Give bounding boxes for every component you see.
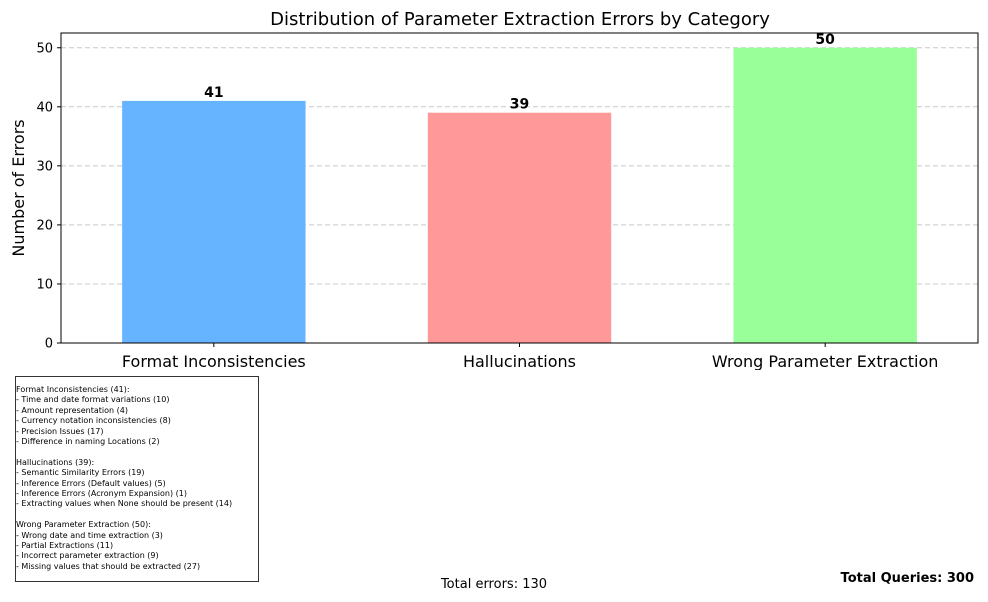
total-queries: Total Queries: 300 xyxy=(840,571,974,586)
breakdown-item: - Amount representation (4) xyxy=(16,405,128,415)
y-tick-label: 40 xyxy=(36,100,53,115)
y-tick-label: 10 xyxy=(36,277,53,292)
breakdown-item: - Incorrect parameter extraction (9) xyxy=(16,551,159,561)
x-tick-label: Format Inconsistencies xyxy=(122,352,306,370)
total-errors: Total errors: 130 xyxy=(440,577,548,592)
bar-chart: Distribution of Parameter Extraction Err… xyxy=(9,9,979,370)
y-tick-label: 30 xyxy=(36,159,53,174)
bar xyxy=(122,100,306,344)
x-tick-label: Wrong Parameter Extraction xyxy=(712,352,939,370)
breakdown-item: - Extracting values when None should be … xyxy=(16,499,233,509)
breakdown-group: Wrong Parameter Extraction (50): - Wrong … xyxy=(16,520,258,572)
breakdown-item: - Inference Errors (Acronym Expansion) (… xyxy=(16,489,187,499)
breakdown-item: - Currency notation inconsistencies (8) xyxy=(16,416,171,426)
error-breakdown-legend: Format Inconsistencies (41): - Time and d… xyxy=(15,376,259,582)
breakdown-item: - Partial Extractions (11) xyxy=(16,541,114,551)
breakdown-item: - Missing values that should be extracte… xyxy=(16,561,201,571)
breakdown-item: - Wrong date and time extraction (3) xyxy=(16,530,163,540)
data-label: 41 xyxy=(204,85,223,101)
y-axis: 0 10 20 30 40 50 xyxy=(36,41,61,352)
breakdown-item: - Inference Errors (Default values) (5) xyxy=(16,478,166,488)
bars xyxy=(122,47,917,344)
y-tick-label: 50 xyxy=(36,41,53,56)
breakdown-header: Format Inconsistencies (41): xyxy=(16,385,130,394)
y-tick-label: 20 xyxy=(36,218,53,233)
breakdown-item: - Semantic Similarity Errors (19) xyxy=(16,468,145,478)
y-tick-label: 0 xyxy=(45,337,53,352)
bar xyxy=(733,47,917,344)
x-axis: Format Inconsistencies Hallucinations Wron… xyxy=(122,343,939,370)
breakdown-header: Wrong Parameter Extraction (50): xyxy=(16,520,151,530)
breakdown-group: Hallucinations (39): - Semantic Similarit… xyxy=(16,458,258,510)
data-labels: 41 39 50 xyxy=(204,32,835,113)
y-axis-label: Number of Errors xyxy=(9,119,28,256)
breakdown-header: Hallucinations (39): xyxy=(16,457,95,467)
breakdown-item: - Difference in naming Locations (2) xyxy=(16,437,160,447)
breakdown-group: Format Inconsistencies (41): - Time and d… xyxy=(16,385,258,447)
breakdown-item: - Precision Issues (17) xyxy=(16,426,104,436)
x-tick-label: Hallucinations xyxy=(463,352,576,370)
data-label: 50 xyxy=(815,32,835,48)
breakdown-item: - Time and date format variations (10) xyxy=(16,395,170,405)
chart-title: Distribution of Parameter Extraction Err… xyxy=(270,9,770,30)
data-label: 39 xyxy=(510,97,529,113)
bar xyxy=(427,112,612,343)
